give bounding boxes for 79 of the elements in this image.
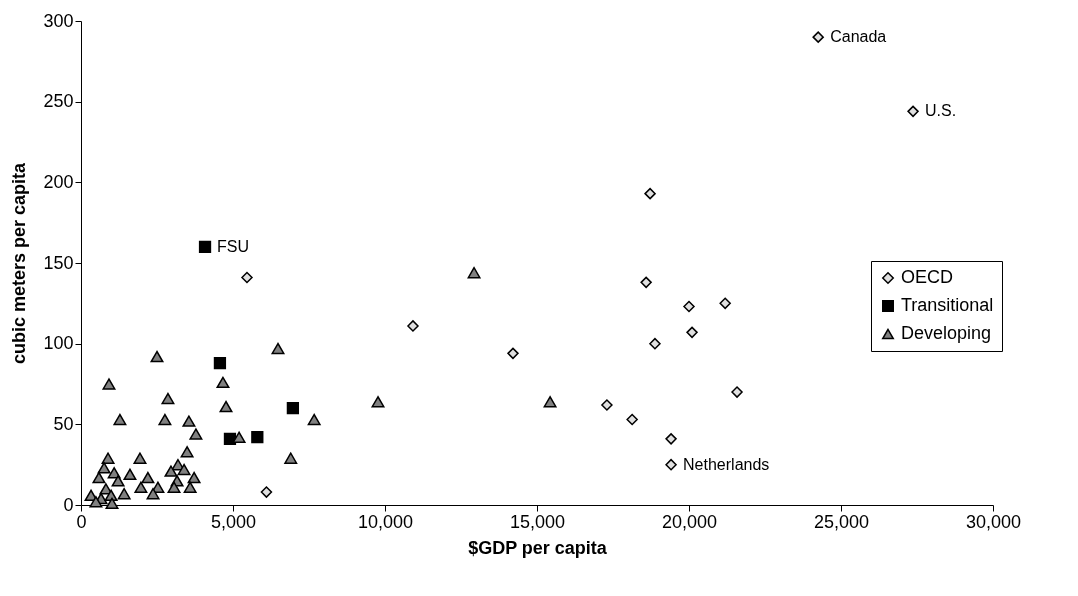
point xyxy=(812,31,824,43)
y-tick-label: 0 xyxy=(63,494,74,515)
point xyxy=(111,475,125,487)
point xyxy=(164,465,178,477)
point xyxy=(467,266,481,279)
point xyxy=(198,240,212,253)
point xyxy=(644,187,656,200)
point xyxy=(686,326,698,339)
x-tick-label: 15,000 xyxy=(509,511,566,532)
point xyxy=(543,396,557,408)
y-tick-label: 300 xyxy=(43,10,74,31)
point xyxy=(649,337,661,350)
point xyxy=(213,356,227,370)
point xyxy=(189,428,203,440)
point xyxy=(161,392,175,405)
point xyxy=(187,471,201,484)
point xyxy=(133,452,147,464)
point xyxy=(113,413,127,426)
x-tick-label: 30,000 xyxy=(965,511,1022,532)
point xyxy=(241,271,253,284)
y-tick-label: 50 xyxy=(53,413,74,434)
point xyxy=(907,105,919,118)
point xyxy=(665,433,677,445)
legend-label: OECD xyxy=(901,267,954,287)
legend-label: Developing xyxy=(901,323,992,343)
point xyxy=(284,452,298,464)
point xyxy=(141,471,155,484)
point xyxy=(182,415,196,427)
x-axis-title: $GDP per capita xyxy=(468,537,608,558)
point xyxy=(260,486,273,498)
y-tick-label: 200 xyxy=(43,171,74,192)
point xyxy=(683,300,695,313)
point xyxy=(307,413,321,426)
x-tick-label: 25,000 xyxy=(813,511,870,532)
annotation: U.S. xyxy=(925,102,957,120)
y-tick-label: 150 xyxy=(43,252,74,273)
point xyxy=(134,481,148,493)
point xyxy=(507,347,519,360)
point xyxy=(180,446,194,458)
y-tick-label: 100 xyxy=(43,333,74,354)
point xyxy=(158,413,172,426)
x-tick-label: 20,000 xyxy=(661,511,718,532)
point xyxy=(640,276,652,289)
annotation: Canada xyxy=(830,28,887,46)
point xyxy=(105,497,119,510)
annotation: FSU xyxy=(217,237,250,255)
point xyxy=(123,468,137,481)
annotation: Netherlands xyxy=(683,455,770,473)
point xyxy=(371,396,385,408)
point xyxy=(665,458,677,471)
point xyxy=(92,471,106,484)
point xyxy=(286,402,300,415)
point xyxy=(117,487,131,500)
x-tick-label: 10,000 xyxy=(357,511,414,532)
point xyxy=(150,350,164,363)
x-tick-label: 0 xyxy=(76,511,87,532)
point xyxy=(601,399,613,411)
point xyxy=(251,431,264,444)
point xyxy=(89,496,103,508)
point xyxy=(232,431,246,443)
point xyxy=(97,462,111,474)
point xyxy=(101,452,115,464)
point xyxy=(719,297,731,310)
point xyxy=(219,400,233,413)
point xyxy=(216,376,230,389)
point xyxy=(167,481,181,493)
point xyxy=(407,320,419,332)
point xyxy=(102,378,116,390)
x-tick-label: 5,000 xyxy=(210,511,257,532)
point xyxy=(177,463,191,476)
point xyxy=(104,489,118,502)
point xyxy=(271,342,285,355)
y-tick-label: 250 xyxy=(43,91,74,112)
point xyxy=(731,386,743,398)
point xyxy=(183,481,197,493)
legend-label: Transitional xyxy=(901,295,994,315)
y-axis-title: cubic meters per capita xyxy=(9,161,30,365)
point xyxy=(626,413,638,426)
point xyxy=(146,487,160,500)
